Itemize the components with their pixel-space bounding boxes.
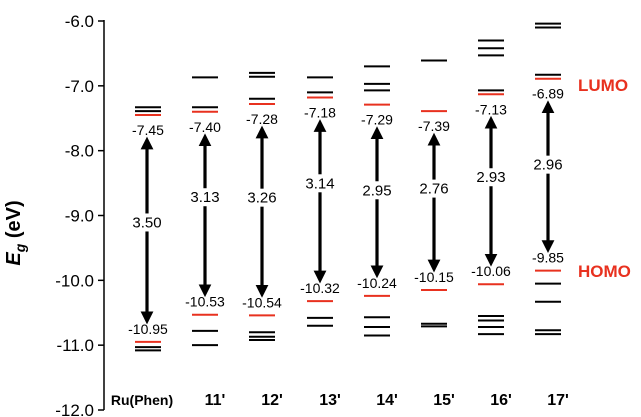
y-tick-label: -8.0 xyxy=(65,142,94,161)
y-tick-label: -7.0 xyxy=(65,77,94,96)
homo-value-label: -10.15 xyxy=(414,269,454,285)
lumo-value-label: -7.13 xyxy=(475,101,507,117)
y-tick-label: -12.0 xyxy=(55,401,94,417)
homo-value-label: -10.95 xyxy=(128,321,168,337)
gap-label-bg xyxy=(245,188,279,207)
value-labels: -7.45 -10.95 -7.40 -10.53 -7.28 -10.54 -7.18 -1… xyxy=(128,86,564,337)
lumo-value-label: -7.39 xyxy=(418,118,450,134)
y-tick-label: -10.0 xyxy=(55,271,94,290)
homo-value-label: -10.24 xyxy=(357,275,397,291)
category-label: 13' xyxy=(319,392,341,409)
category-label: 11' xyxy=(205,392,226,409)
y-tick-label: -6.0 xyxy=(65,12,94,31)
category-label: 17' xyxy=(547,392,569,409)
gap-value-label: 3.26 xyxy=(247,190,276,207)
lumo-value-label: -6.89 xyxy=(532,86,564,102)
homo-label: HOMO xyxy=(578,262,631,281)
category-label: 12' xyxy=(261,392,283,409)
gap-label-bg xyxy=(531,155,565,174)
homo-value-label: -10.06 xyxy=(471,263,511,279)
gap-label-bg xyxy=(130,213,164,232)
lumo-label: LUMO xyxy=(578,76,628,95)
gap-value-label: 3.14 xyxy=(305,175,334,192)
category-labels: Ru(Phen) 11' 12' 13' 14' 15' 16' 17' xyxy=(111,392,569,409)
gap-value-label: 2.96 xyxy=(533,157,562,174)
gap-label-bg xyxy=(360,181,394,200)
category-label: Ru(Phen) xyxy=(111,392,173,408)
gap-value-label: 3.50 xyxy=(132,214,161,231)
gap-value-label: 2.95 xyxy=(362,182,391,199)
lumo-value-label: -7.28 xyxy=(246,111,278,127)
y-axis-label-unit: (eV) xyxy=(3,200,25,243)
y-tick-label: -9.0 xyxy=(65,207,94,226)
homo-value-label: -10.53 xyxy=(185,294,225,310)
energy-levels xyxy=(135,22,561,352)
gap-value-label: 2.76 xyxy=(419,181,448,198)
homo-value-label: -9.85 xyxy=(532,250,564,266)
lumo-value-label: -7.40 xyxy=(189,119,221,135)
gap-label-bg xyxy=(417,179,451,198)
lumo-value-label: -7.45 xyxy=(132,122,164,138)
gap-label-bg xyxy=(303,174,337,193)
lumo-value-label: -7.18 xyxy=(304,105,336,121)
category-label: 15' xyxy=(433,392,455,409)
category-label: 16' xyxy=(490,392,512,409)
y-axis-label-subscript: g xyxy=(12,243,28,253)
category-label: 14' xyxy=(376,392,398,409)
gap-value-label: 2.93 xyxy=(476,169,505,186)
y-axis-label: Eg (eV) xyxy=(3,200,28,265)
gap-label-bg xyxy=(188,188,222,207)
y-tick-label: -11.0 xyxy=(57,336,95,355)
gap-label-bg xyxy=(474,168,508,187)
homo-value-label: -10.32 xyxy=(300,280,340,296)
y-axis-label-symbol: E xyxy=(3,252,25,266)
gap-value-label: 3.13 xyxy=(190,189,219,206)
homo-value-label: -10.54 xyxy=(242,294,282,310)
gap-arrows: 3.50 3.13 3.26 3.14 2.95 2.76 2.93 2.96 xyxy=(130,100,565,325)
lumo-value-label: -7.29 xyxy=(361,112,393,128)
y-axis: -6.0 -7.0 -8.0 -9.0 -10.0 -11.0 -12.0 xyxy=(55,12,105,417)
